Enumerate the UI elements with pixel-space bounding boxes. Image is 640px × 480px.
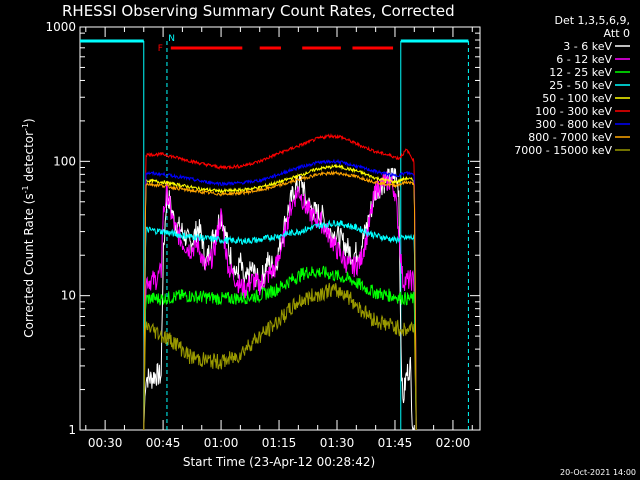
legend-header-line-1: Det 1,3,5,6,9, <box>554 14 630 27</box>
x-tick-label: 01:45 <box>378 436 413 450</box>
plot-frame <box>79 26 481 431</box>
legend-entry-label: 300 - 800 keV <box>535 118 612 131</box>
x-tick-label: 00:30 <box>88 436 123 450</box>
legend-entry-label: 100 - 300 keV <box>535 105 612 118</box>
x-tick-label: 00:45 <box>146 436 181 450</box>
series-line-7000-15000-keV <box>143 282 417 431</box>
legend-entry-label: 6 - 12 keV <box>556 53 612 66</box>
series-line-6-12-keV <box>143 170 417 431</box>
y-axis-label: Corrected Count Rate (s-1 detector-1) <box>21 118 36 337</box>
series-line-3-6-keV <box>143 167 415 431</box>
series-line-25-50-keV <box>143 219 417 431</box>
x-axis-label: Start Time (23-Apr-12 00:28:42) <box>183 455 375 469</box>
series-line-12-25-keV <box>143 265 417 431</box>
chart-title: RHESSI Observing Summary Count Rates, Co… <box>62 2 455 20</box>
plot-area: 1 10 100 1000 00:30 00:45 01:00 01:15 01:30 01:45… <box>45 20 481 450</box>
y-tick-label: 1 <box>68 423 76 437</box>
x-tick-label: 02:00 <box>436 436 471 450</box>
legend-entry-label: 3 - 6 keV <box>563 40 612 53</box>
x-tick-label: 01:15 <box>262 436 297 450</box>
x-tick-label: 01:00 <box>204 436 239 450</box>
series-line-800-7000-keV <box>143 170 417 431</box>
legend-entry-label: 25 - 50 keV <box>549 79 612 92</box>
y-tick-label: 1000 <box>45 20 76 34</box>
legend-entry-label: 50 - 100 keV <box>542 92 612 105</box>
y-tick-label: 100 <box>53 154 76 168</box>
series-line-300-800-keV <box>143 158 417 431</box>
legend-entry-label: 7000 - 15000 keV <box>514 144 612 157</box>
legend-header-line-2: Att 0 <box>604 27 630 40</box>
series-line-100-300-keV <box>143 132 417 431</box>
legend-entry-label: 12 - 25 keV <box>549 66 612 79</box>
x-tick-label: 01:30 <box>320 436 355 450</box>
y-tick-label: 10 <box>61 289 76 303</box>
night-flag-label: N <box>168 34 175 44</box>
legend-entry-label: 800 - 7000 keV <box>528 131 612 144</box>
flare-flag-label: F <box>158 44 163 54</box>
generated-timestamp: 20-Oct-2021 14:00 <box>560 468 636 477</box>
